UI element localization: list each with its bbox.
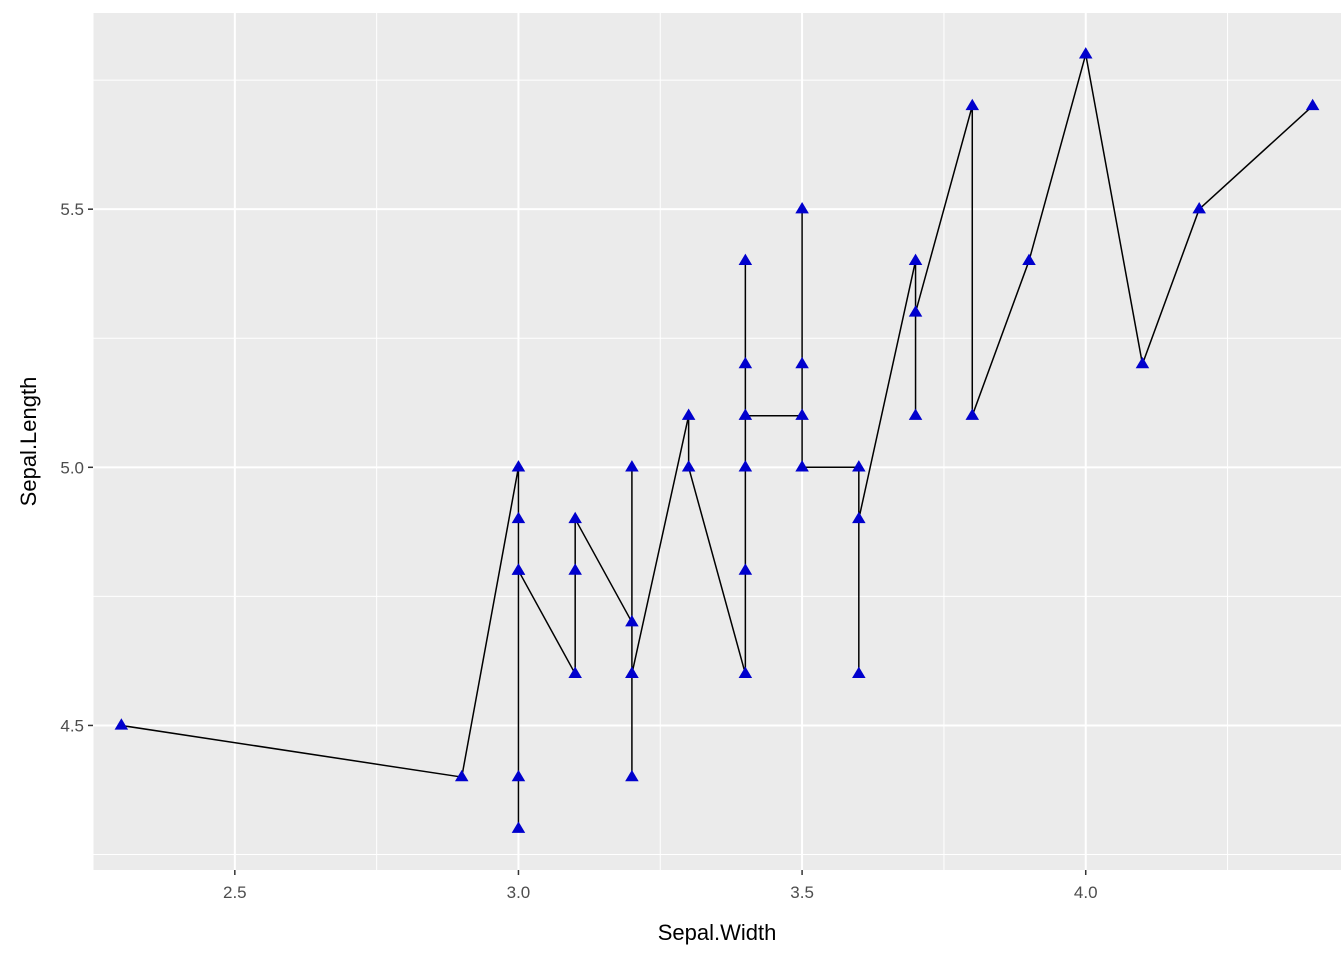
data-point [908, 408, 923, 420]
data-point [795, 460, 809, 472]
y-tick-label: 5.5 [60, 200, 84, 219]
data-point [1022, 253, 1036, 266]
data-point [511, 821, 526, 833]
data-point [681, 460, 696, 472]
data-point [738, 666, 753, 679]
series-points [114, 47, 1320, 833]
data-point [568, 511, 582, 524]
grid-minor [92, 13, 1341, 870]
data-point [738, 563, 753, 575]
data-point [795, 202, 809, 214]
x-tick-label: 2.5 [223, 883, 247, 902]
data-point [625, 666, 639, 679]
data-point [738, 253, 753, 266]
data-point [738, 460, 753, 472]
data-point [795, 356, 809, 369]
data-point [965, 408, 980, 420]
x-axis: 2.53.03.54.04.5 [223, 870, 1098, 902]
y-tick-label: 5.0 [60, 458, 84, 477]
data-point [852, 460, 866, 472]
plot-panel [93, 13, 1341, 870]
data-point [852, 666, 866, 679]
data-point [625, 615, 639, 627]
data-point [1135, 356, 1150, 369]
data-point [965, 98, 980, 111]
y-axis: 4.5 5.0 5.5 [60, 200, 93, 735]
data-point [738, 356, 753, 369]
data-point [852, 511, 866, 524]
data-point [795, 408, 809, 420]
data-point [568, 666, 582, 679]
x-axis-title: Sepal.Width [658, 920, 777, 945]
x-tick-label: 4.0 [1074, 883, 1098, 902]
data-point [454, 769, 469, 782]
data-point [738, 408, 753, 420]
data-point [1192, 202, 1206, 214]
y-axis-title: Sepal.Length [16, 377, 41, 507]
data-point [625, 769, 639, 782]
data-point [625, 460, 639, 472]
x-tick-label: 3.5 [790, 883, 814, 902]
data-point [511, 769, 526, 782]
data-point [681, 408, 696, 420]
data-point [511, 563, 526, 575]
data-point [908, 305, 923, 317]
data-point [1305, 98, 1320, 111]
y-tick-label: 4.5 [60, 716, 84, 735]
data-point [568, 563, 582, 575]
data-point [511, 511, 526, 524]
data-point [511, 460, 526, 472]
data-point [908, 253, 923, 266]
data-point [1078, 47, 1093, 59]
data-point [114, 718, 129, 730]
x-tick-label: 3.0 [507, 883, 531, 902]
grid-major [93, 13, 1341, 870]
